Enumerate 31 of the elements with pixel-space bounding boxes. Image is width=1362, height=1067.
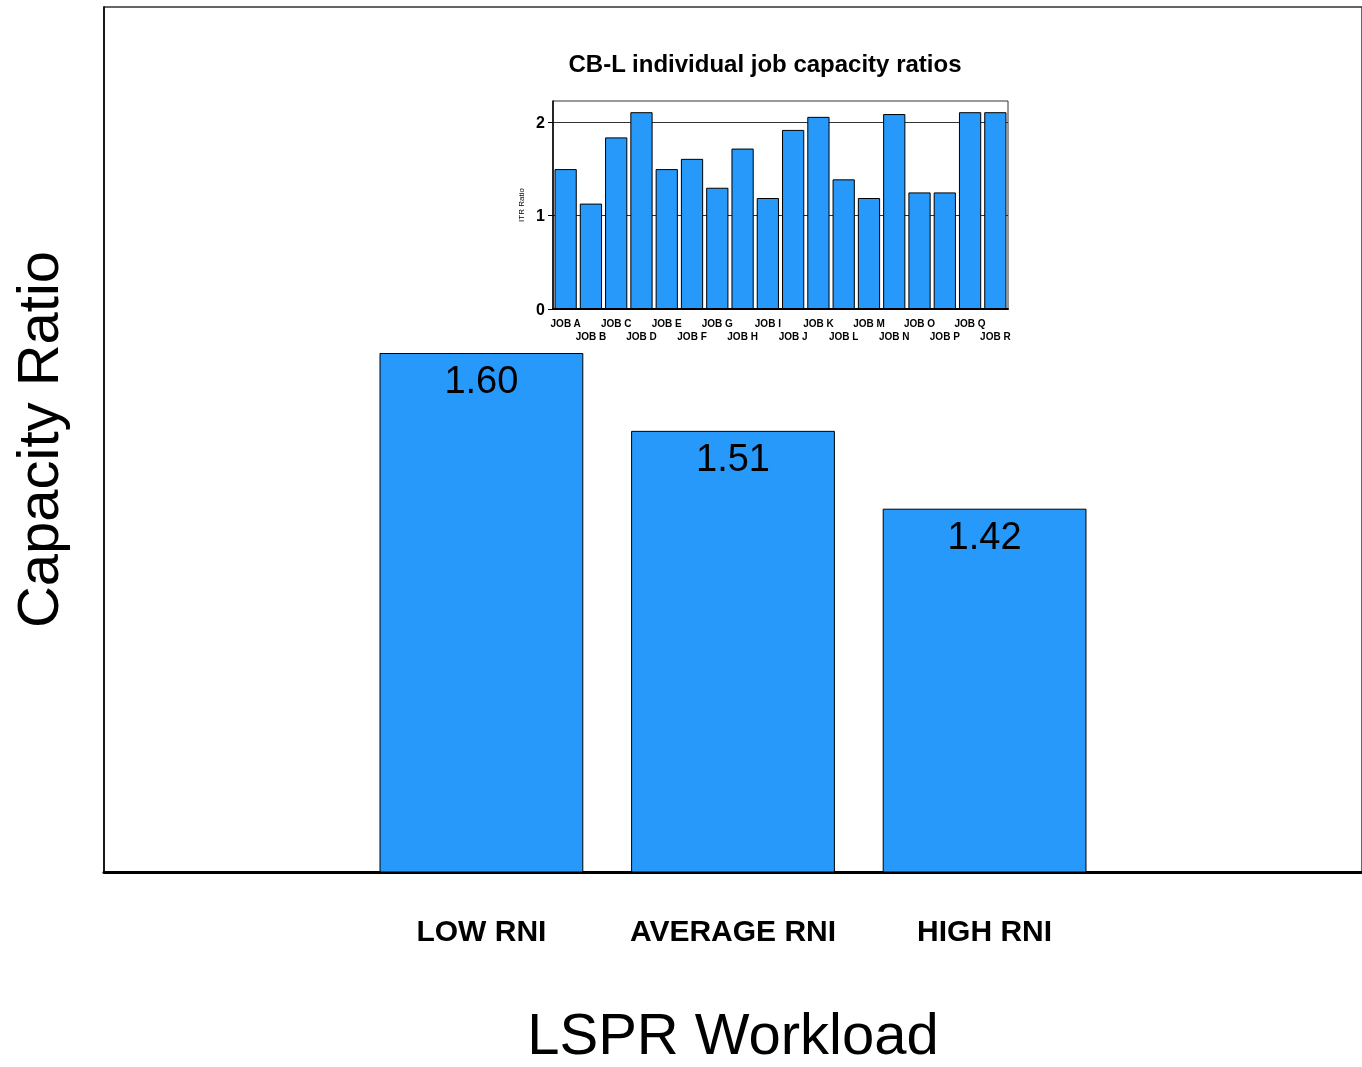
x-tick-label: JOB M bbox=[853, 318, 885, 329]
y-tick-label: 0 bbox=[536, 300, 546, 318]
x-tick-label: JOB I bbox=[754, 318, 782, 329]
x-tick-label: JOB Q bbox=[954, 318, 986, 329]
x-tick-label: JOB H bbox=[727, 331, 758, 342]
x-tick-label: JOB B bbox=[575, 331, 607, 342]
x-tick-label: JOB O bbox=[903, 318, 936, 329]
x-axis-title: LSPR Workload bbox=[527, 1000, 939, 1066]
x-tick-label: JOB N bbox=[878, 331, 910, 342]
x-tick-label: JOB C bbox=[600, 318, 632, 329]
x-tick-label: JOB F bbox=[677, 331, 707, 342]
y-axis-title: Capacity Ratio bbox=[4, 250, 70, 629]
x-tick-label: JOB L bbox=[828, 331, 859, 342]
x-tick-label: JOB J bbox=[778, 331, 808, 342]
x-tick-label: LOW RNI bbox=[416, 913, 547, 947]
data-label: 1.51 bbox=[696, 436, 770, 479]
x-tick-label: HIGH RNI bbox=[917, 913, 1053, 947]
data-label: 1.42 bbox=[947, 514, 1022, 557]
x-tick-label: JOB D bbox=[626, 331, 657, 342]
x-tick-label: JOB R bbox=[980, 331, 1012, 342]
y-tick-label: 2 bbox=[536, 113, 546, 131]
x-tick-label: AVERAGE RNI bbox=[629, 913, 837, 947]
x-tick-label: JOB G bbox=[701, 318, 734, 329]
y-tick-label: 1 bbox=[536, 207, 546, 225]
x-tick-label: JOB A bbox=[550, 318, 581, 329]
chart-title: CB-L individual job capacity ratios bbox=[568, 49, 962, 77]
x-tick-label: JOB E bbox=[651, 318, 683, 329]
y-axis-title: ITR Ratio bbox=[516, 187, 526, 222]
x-tick-label: JOB P bbox=[929, 331, 961, 342]
x-tick-label: JOB K bbox=[803, 318, 835, 329]
data-label: 1.60 bbox=[444, 359, 519, 401]
